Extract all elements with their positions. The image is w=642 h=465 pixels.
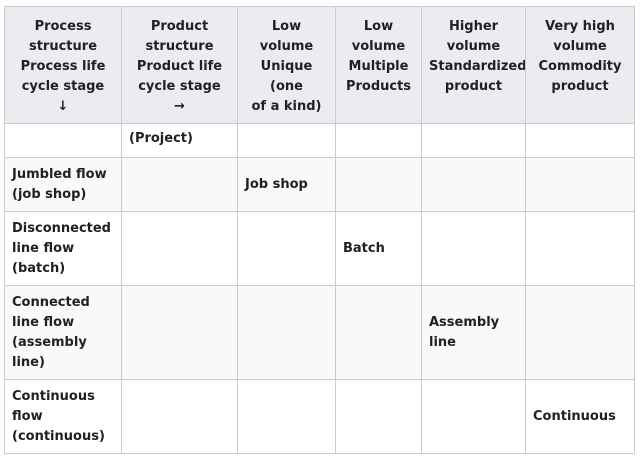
product-process-matrix: Process structure Process life cycle sta… xyxy=(4,6,635,454)
table-cell xyxy=(525,285,635,380)
table-cell xyxy=(121,157,238,212)
header-line: Products xyxy=(345,79,412,94)
table-cell xyxy=(335,157,422,212)
table-cell xyxy=(4,123,122,158)
table-cell xyxy=(121,211,238,286)
header-line: Low volume xyxy=(259,19,314,54)
table-cell: Connected line flow (assembly line) xyxy=(4,285,122,380)
header-line: product xyxy=(551,79,609,94)
table-cell xyxy=(237,285,336,380)
header-line: Higher xyxy=(448,19,499,34)
table-cell xyxy=(421,157,526,212)
table-cell xyxy=(525,123,635,158)
table-row: (Project) xyxy=(4,123,635,158)
header-line: Unique (one xyxy=(260,59,313,94)
matrix-table: Process structure Process life cycle sta… xyxy=(4,6,635,454)
header-line: structure xyxy=(28,39,98,54)
table-cell xyxy=(421,123,526,158)
table-cell xyxy=(421,211,526,286)
table-row: Connected line flow (assembly line) Asse… xyxy=(4,285,635,380)
table-cell xyxy=(525,211,635,286)
header-line: product xyxy=(444,79,503,94)
table-cell: Job shop xyxy=(237,157,336,212)
header-line: volume xyxy=(553,39,607,54)
table-cell xyxy=(237,211,336,286)
table-cell xyxy=(335,379,422,454)
header-line: of a kind) xyxy=(251,99,322,114)
header-line: Process xyxy=(34,19,92,34)
table-cell: Continuous flow (continuous) xyxy=(4,379,122,454)
table-cell: Disconnected line flow (batch) xyxy=(4,211,122,286)
table-cell xyxy=(237,123,336,158)
header-row: Process structure Process life cycle sta… xyxy=(4,6,635,124)
table-cell xyxy=(121,285,238,380)
header-line: Process life xyxy=(20,59,106,74)
header-line: cycle stage xyxy=(138,79,221,94)
header-low-volume-multiple: Low volume Multiple Products xyxy=(335,6,422,124)
header-line: cycle stage xyxy=(21,79,105,94)
table-cell xyxy=(335,285,422,380)
header-line: Low xyxy=(363,19,394,34)
table-cell: Assembly line xyxy=(421,285,526,380)
down-arrow-icon: ↓ xyxy=(57,99,69,114)
table-cell: (Project) xyxy=(121,123,238,158)
table-row: Jumbled flow (job shop) Job shop xyxy=(4,157,635,212)
header-very-high-volume: Very high volume Commodity product xyxy=(525,6,635,124)
table-row: Continuous flow (continuous) Continuous xyxy=(4,379,635,454)
header-higher-volume: Higher volume Standardized product xyxy=(421,6,526,124)
right-arrow-icon: → xyxy=(174,99,185,114)
header-process-structure: Process structure Process life cycle sta… xyxy=(4,6,122,124)
header-line: Very high xyxy=(545,19,615,34)
table-cell xyxy=(525,157,635,212)
table-cell: Jumbled flow (job shop) xyxy=(4,157,122,212)
header-line: Standardized xyxy=(429,59,526,74)
table-cell: Batch xyxy=(335,211,422,286)
header-line: Commodity xyxy=(538,59,622,74)
header-low-volume-unique: Low volume Unique (one of a kind) xyxy=(237,6,336,124)
header-line: volume xyxy=(446,39,501,54)
table-cell: Continuous xyxy=(525,379,635,454)
header-line: Product xyxy=(150,19,209,34)
table-cell xyxy=(237,379,336,454)
header-line: Product life xyxy=(136,59,223,74)
header-line: structure xyxy=(145,39,214,54)
header-line: volume xyxy=(351,39,406,54)
table-cell xyxy=(421,379,526,454)
table-row: Disconnected line flow (batch) Batch xyxy=(4,211,635,286)
table-cell xyxy=(121,379,238,454)
header-line: Multiple xyxy=(348,59,409,74)
table-cell xyxy=(335,123,422,158)
header-product-structure: Product structure Product life cycle sta… xyxy=(121,6,238,124)
